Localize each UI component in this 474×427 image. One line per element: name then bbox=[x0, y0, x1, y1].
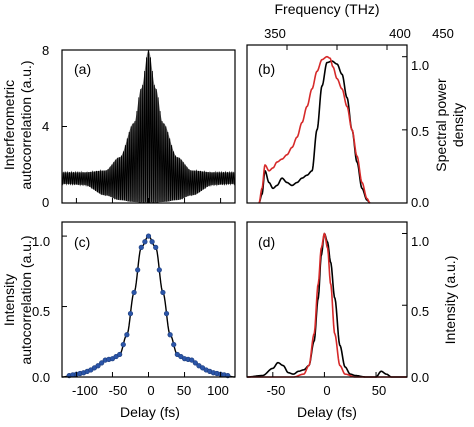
panel-c-point bbox=[156, 267, 162, 273]
panel-a: (a) 8 4 0 bbox=[42, 43, 236, 210]
panel-c-ylabel-line1: Intensity bbox=[1, 274, 17, 326]
panel-c-ytick-1: 1.0 bbox=[32, 234, 50, 249]
panel-d-xlabel: Delay (fs) bbox=[297, 404, 357, 420]
panel-d-plot bbox=[246, 232, 408, 378]
panel-d-ytick-0: 0.0 bbox=[411, 370, 429, 385]
panel-b: (b) Frequency (THz) 350 400 450 1.0 0.5 … bbox=[246, 1, 454, 210]
panel-d-ylabel: Intensity (a.u.) bbox=[442, 256, 458, 345]
panel-c-point bbox=[163, 310, 170, 317]
panel-c-fit-line bbox=[61, 235, 236, 378]
panel-c-point bbox=[145, 233, 152, 239]
panel-b-plot bbox=[258, 55, 371, 204]
panel-b-ylabel-line2: density bbox=[450, 103, 466, 147]
panel-a-ytick-8: 8 bbox=[42, 43, 49, 58]
panel-c-point bbox=[117, 351, 123, 358]
panel-b-ylabel-line1: Spectral power bbox=[433, 78, 449, 172]
panel-c-xtick-100: 100 bbox=[207, 383, 229, 398]
panel-d-ytick-1: 1.0 bbox=[411, 234, 429, 249]
panel-b-frame bbox=[246, 44, 408, 204]
panel-d-ytick-05: 0.5 bbox=[411, 304, 429, 319]
panel-b-label: (b) bbox=[258, 61, 275, 77]
panel-a-ylabel-line1: Interferometric bbox=[1, 80, 17, 170]
panel-a-fringe-envelope bbox=[62, 50, 235, 203]
panel-c-point bbox=[142, 239, 148, 245]
panel-c-point bbox=[167, 332, 173, 338]
panel-c-label: (c) bbox=[74, 234, 90, 250]
panel-c-xtick-m100: -100 bbox=[72, 383, 98, 398]
panel-c-point bbox=[153, 244, 159, 250]
panel-d-series-red bbox=[246, 232, 408, 378]
panel-c-point bbox=[124, 332, 130, 338]
panel-c-ticks bbox=[62, 235, 222, 378]
panel-b-ticks bbox=[286, 45, 407, 204]
panel-c-point bbox=[131, 289, 137, 296]
panel-b-series-red bbox=[258, 55, 371, 204]
panel-c-point bbox=[138, 244, 144, 250]
panel-c-point bbox=[149, 239, 155, 245]
panel-a-yticks bbox=[62, 49, 222, 204]
panel-a-ytick-0: 0 bbox=[42, 195, 49, 210]
panel-d-label: (d) bbox=[258, 234, 275, 250]
panel-b-ytick-0: 0.0 bbox=[411, 195, 429, 210]
panel-c-ytick-0: 0.0 bbox=[32, 370, 50, 385]
panel-c-point bbox=[95, 363, 101, 369]
panel-b-top-xlabel: Frequency (THz) bbox=[274, 1, 379, 17]
panel-a-label: (a) bbox=[74, 61, 91, 77]
panel-b-xtick-400: 400 bbox=[389, 26, 411, 41]
panel-b-ytick-1: 1.0 bbox=[411, 58, 429, 73]
panel-c-xtick-0: 0 bbox=[147, 383, 154, 398]
panel-c-point bbox=[120, 341, 126, 348]
panel-c-ylabel-line2: autocorrelation (a.u.) bbox=[18, 235, 34, 364]
panel-d-frame bbox=[246, 221, 408, 378]
panel-c-point bbox=[127, 310, 134, 317]
panel-c-point bbox=[189, 357, 195, 363]
panel-c-point bbox=[99, 360, 105, 366]
panel-c-plot bbox=[61, 233, 236, 379]
panel-c-xlabel: Delay (fs) bbox=[120, 404, 180, 420]
panel-d-xtick-m50: -50 bbox=[267, 383, 286, 398]
panel-c: (c) 1.0 0.5 0.0 -100 -50 0 50 100 Delay … bbox=[32, 221, 236, 420]
panel-d-series-black bbox=[246, 232, 408, 378]
panel-d-xtick-50: 50 bbox=[372, 383, 386, 398]
panel-d-xtick-0: 0 bbox=[323, 383, 330, 398]
panel-b-xtick-350: 350 bbox=[264, 26, 286, 41]
panel-b-xtick-450: 450 bbox=[432, 26, 454, 41]
panel-a-ylabel-line2: autocorrelation (a.u.) bbox=[18, 60, 34, 189]
panel-c-xtick-50: 50 bbox=[177, 383, 191, 398]
panel-c-point bbox=[171, 341, 177, 348]
panel-d: (d) 1.0 0.5 0.0 -50 0 50 Delay (fs) bbox=[246, 221, 429, 420]
panel-c-ytick-05: 0.5 bbox=[32, 304, 50, 319]
panel-c-xtick-m50: -50 bbox=[109, 383, 128, 398]
panel-c-point bbox=[135, 267, 141, 273]
panel-d-ticks bbox=[272, 232, 407, 378]
panel-c-point bbox=[160, 289, 166, 296]
panel-a-ytick-4: 4 bbox=[42, 119, 49, 134]
panel-b-ytick-05: 0.5 bbox=[411, 124, 429, 139]
panel-c-point bbox=[192, 360, 198, 366]
